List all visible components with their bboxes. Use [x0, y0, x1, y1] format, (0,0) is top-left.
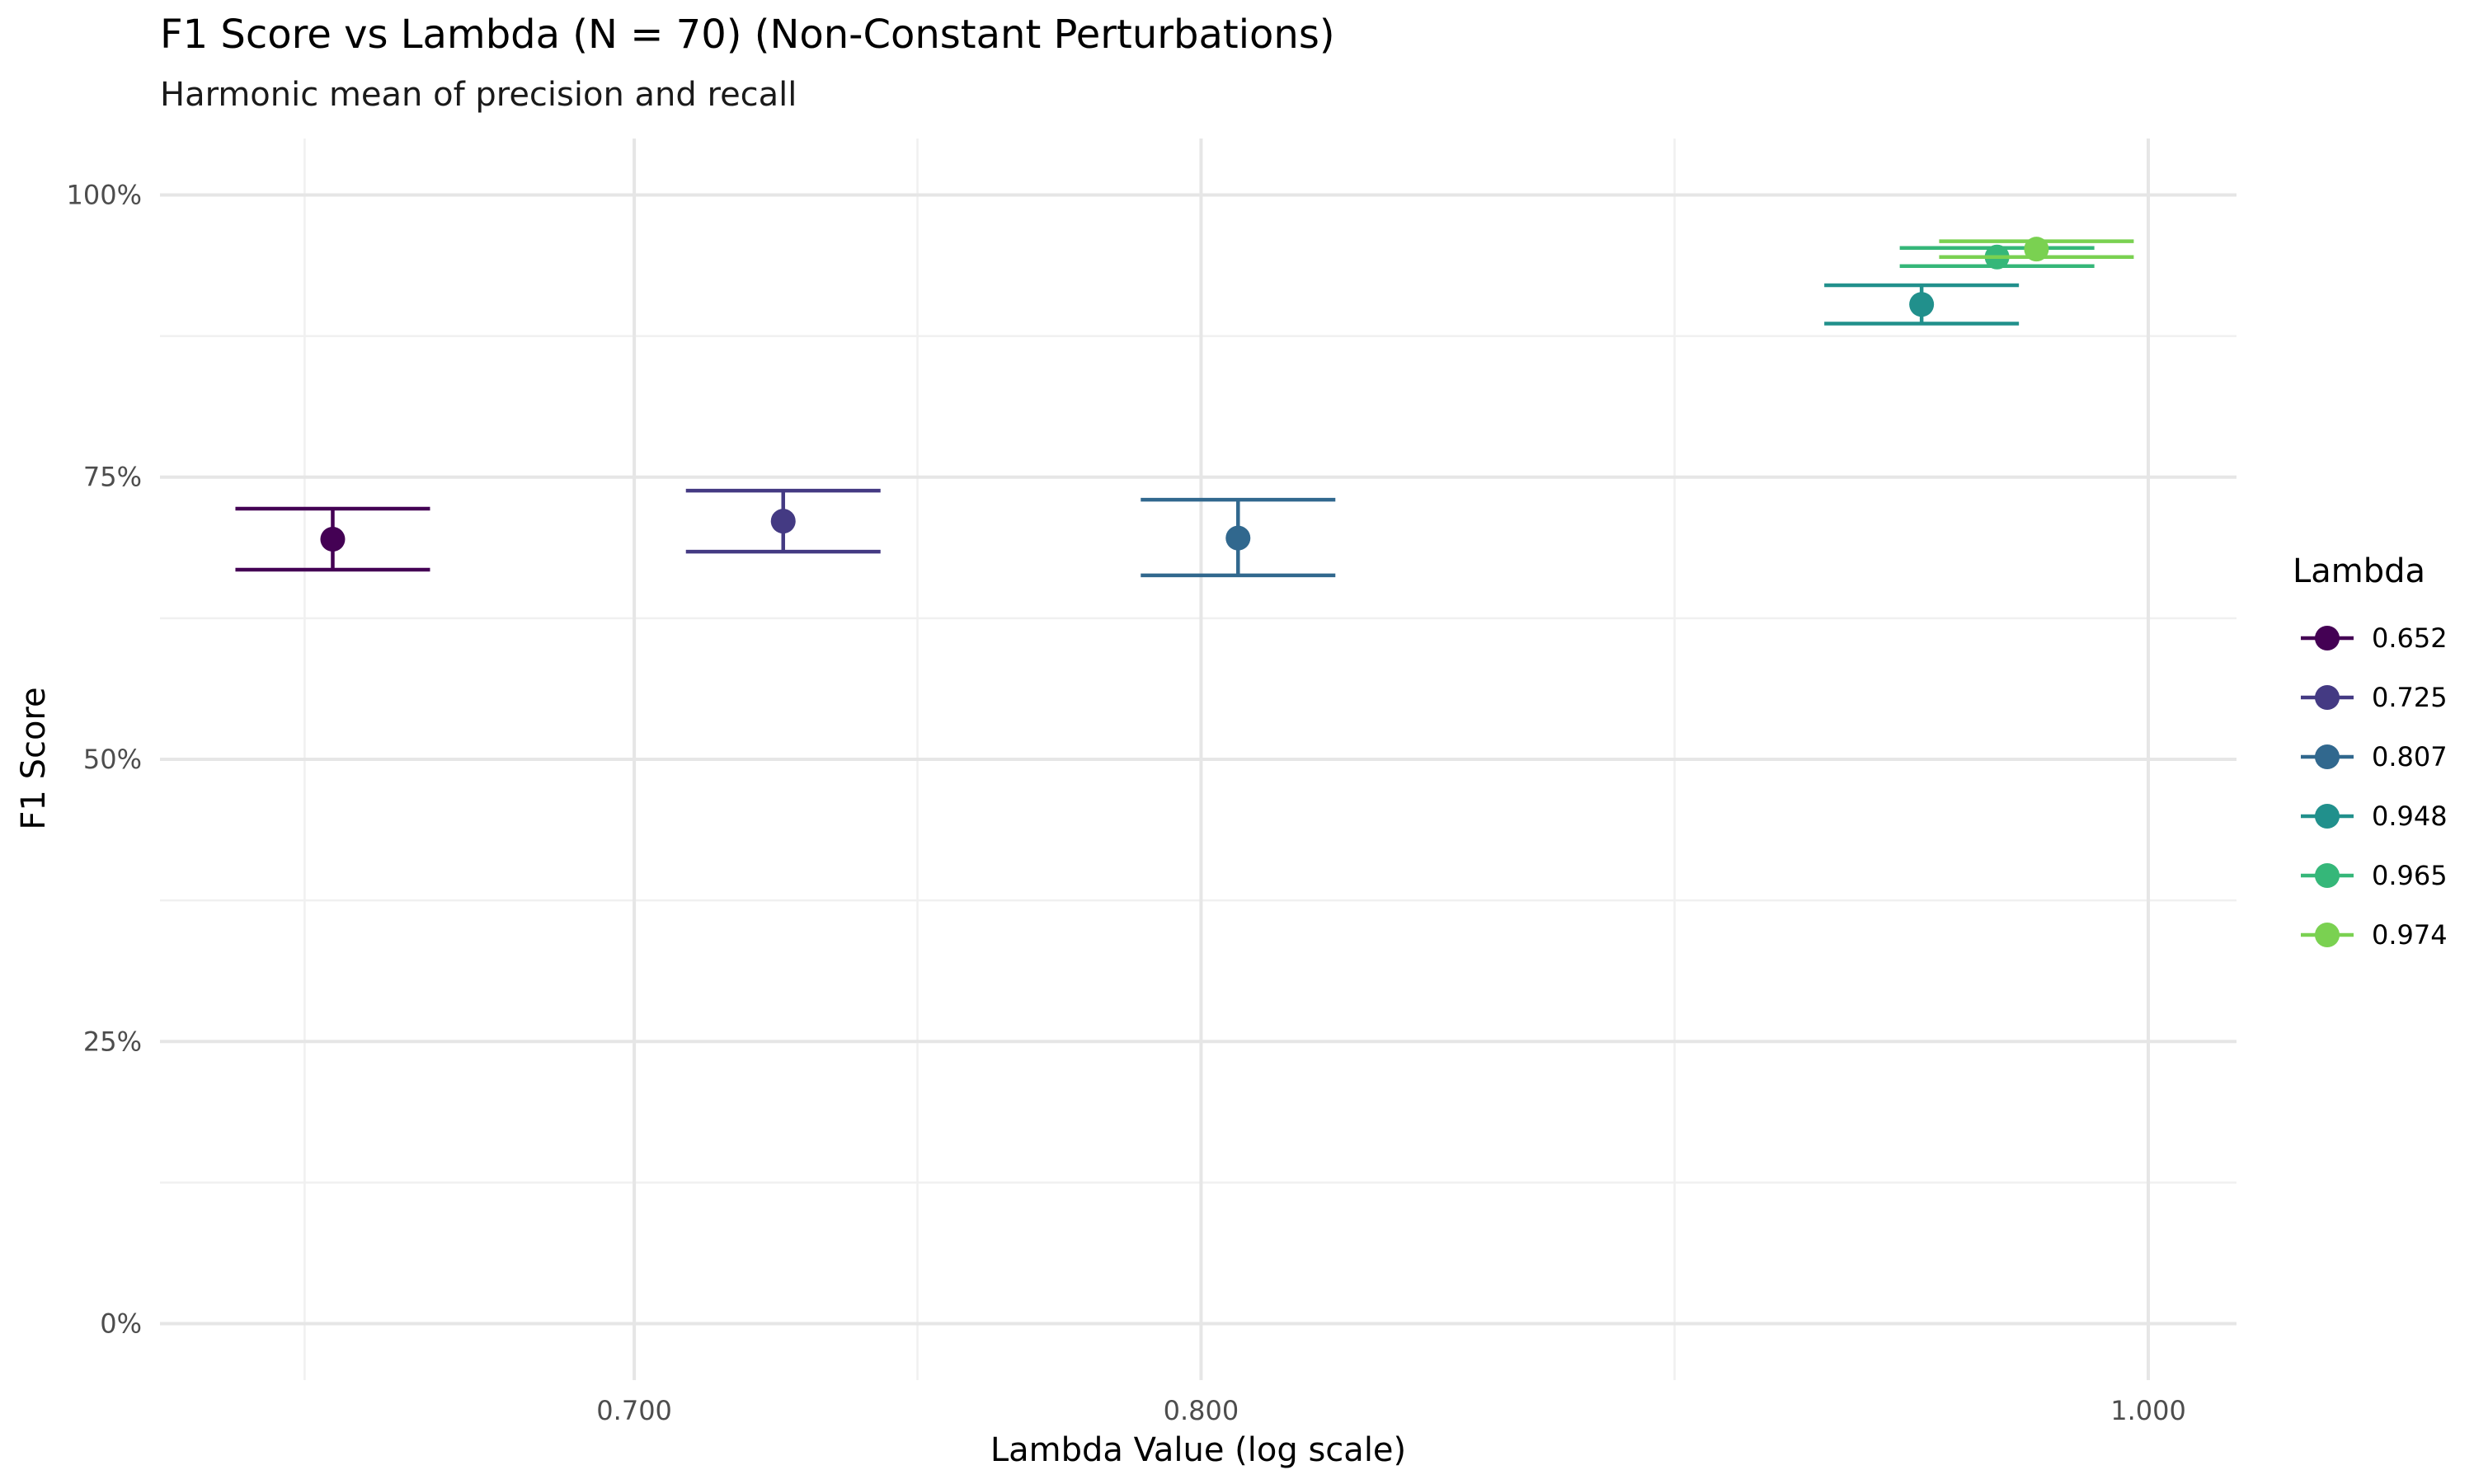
y-tick-label: 0%: [100, 1308, 142, 1340]
legend-item: 0.948: [2301, 801, 2448, 832]
legend-key-point: [2315, 804, 2340, 829]
y-tick-label: 75%: [83, 462, 142, 493]
x-tick-label: 0.700: [596, 1395, 672, 1426]
legend-label: 0.965: [2372, 860, 2448, 891]
y-tick-label: 25%: [83, 1026, 142, 1057]
legend-key-point: [2315, 626, 2340, 650]
y-tick-label: 50%: [83, 744, 142, 775]
y-tick-label: 100%: [67, 179, 142, 210]
legend-key-point: [2315, 685, 2340, 710]
y-axis-title: F1 Score: [15, 687, 53, 829]
legend-label: 0.652: [2372, 622, 2448, 654]
y-axis-ticks: 0% 25% 50% 75% 100%: [67, 179, 142, 1339]
series-0.948: [1824, 285, 2019, 324]
legend-key-point: [2315, 923, 2340, 947]
x-axis-ticks: 0.700 0.800 1.000: [596, 1395, 2186, 1426]
legend-label: 0.725: [2372, 682, 2448, 713]
series-0.725: [686, 491, 881, 552]
legend-item: 0.725: [2301, 682, 2448, 713]
data-point: [320, 527, 345, 552]
data-point: [771, 509, 796, 533]
legend: Lambda 0.652 0.725 0.807 0.948 0.965 0.974: [2293, 552, 2448, 951]
legend-label: 0.807: [2372, 741, 2448, 773]
legend-key-point: [2315, 863, 2340, 888]
legend-label: 0.948: [2372, 801, 2448, 832]
legend-title: Lambda: [2293, 552, 2425, 590]
chart-subtitle: Harmonic mean of precision and recall: [160, 76, 797, 114]
data-point: [1909, 292, 1934, 317]
legend-item: 0.965: [2301, 860, 2448, 891]
x-axis-title: Lambda Value (log scale): [990, 1431, 1406, 1469]
data-point: [2024, 237, 2048, 261]
legend-item: 0.974: [2301, 919, 2448, 951]
x-tick-label: 1.000: [2110, 1395, 2186, 1426]
legend-label: 0.974: [2372, 919, 2448, 951]
series-0.807: [1141, 500, 1335, 575]
data-marks: [235, 237, 2133, 575]
data-point: [1225, 526, 1250, 551]
series-0.652: [235, 509, 430, 570]
legend-key-point: [2315, 744, 2340, 769]
chart-title: F1 Score vs Lambda (N = 70) (Non-Constan…: [160, 12, 1335, 58]
x-tick-label: 0.800: [1164, 1395, 1239, 1426]
legend-item: 0.652: [2301, 622, 2448, 654]
legend-item: 0.807: [2301, 741, 2448, 773]
